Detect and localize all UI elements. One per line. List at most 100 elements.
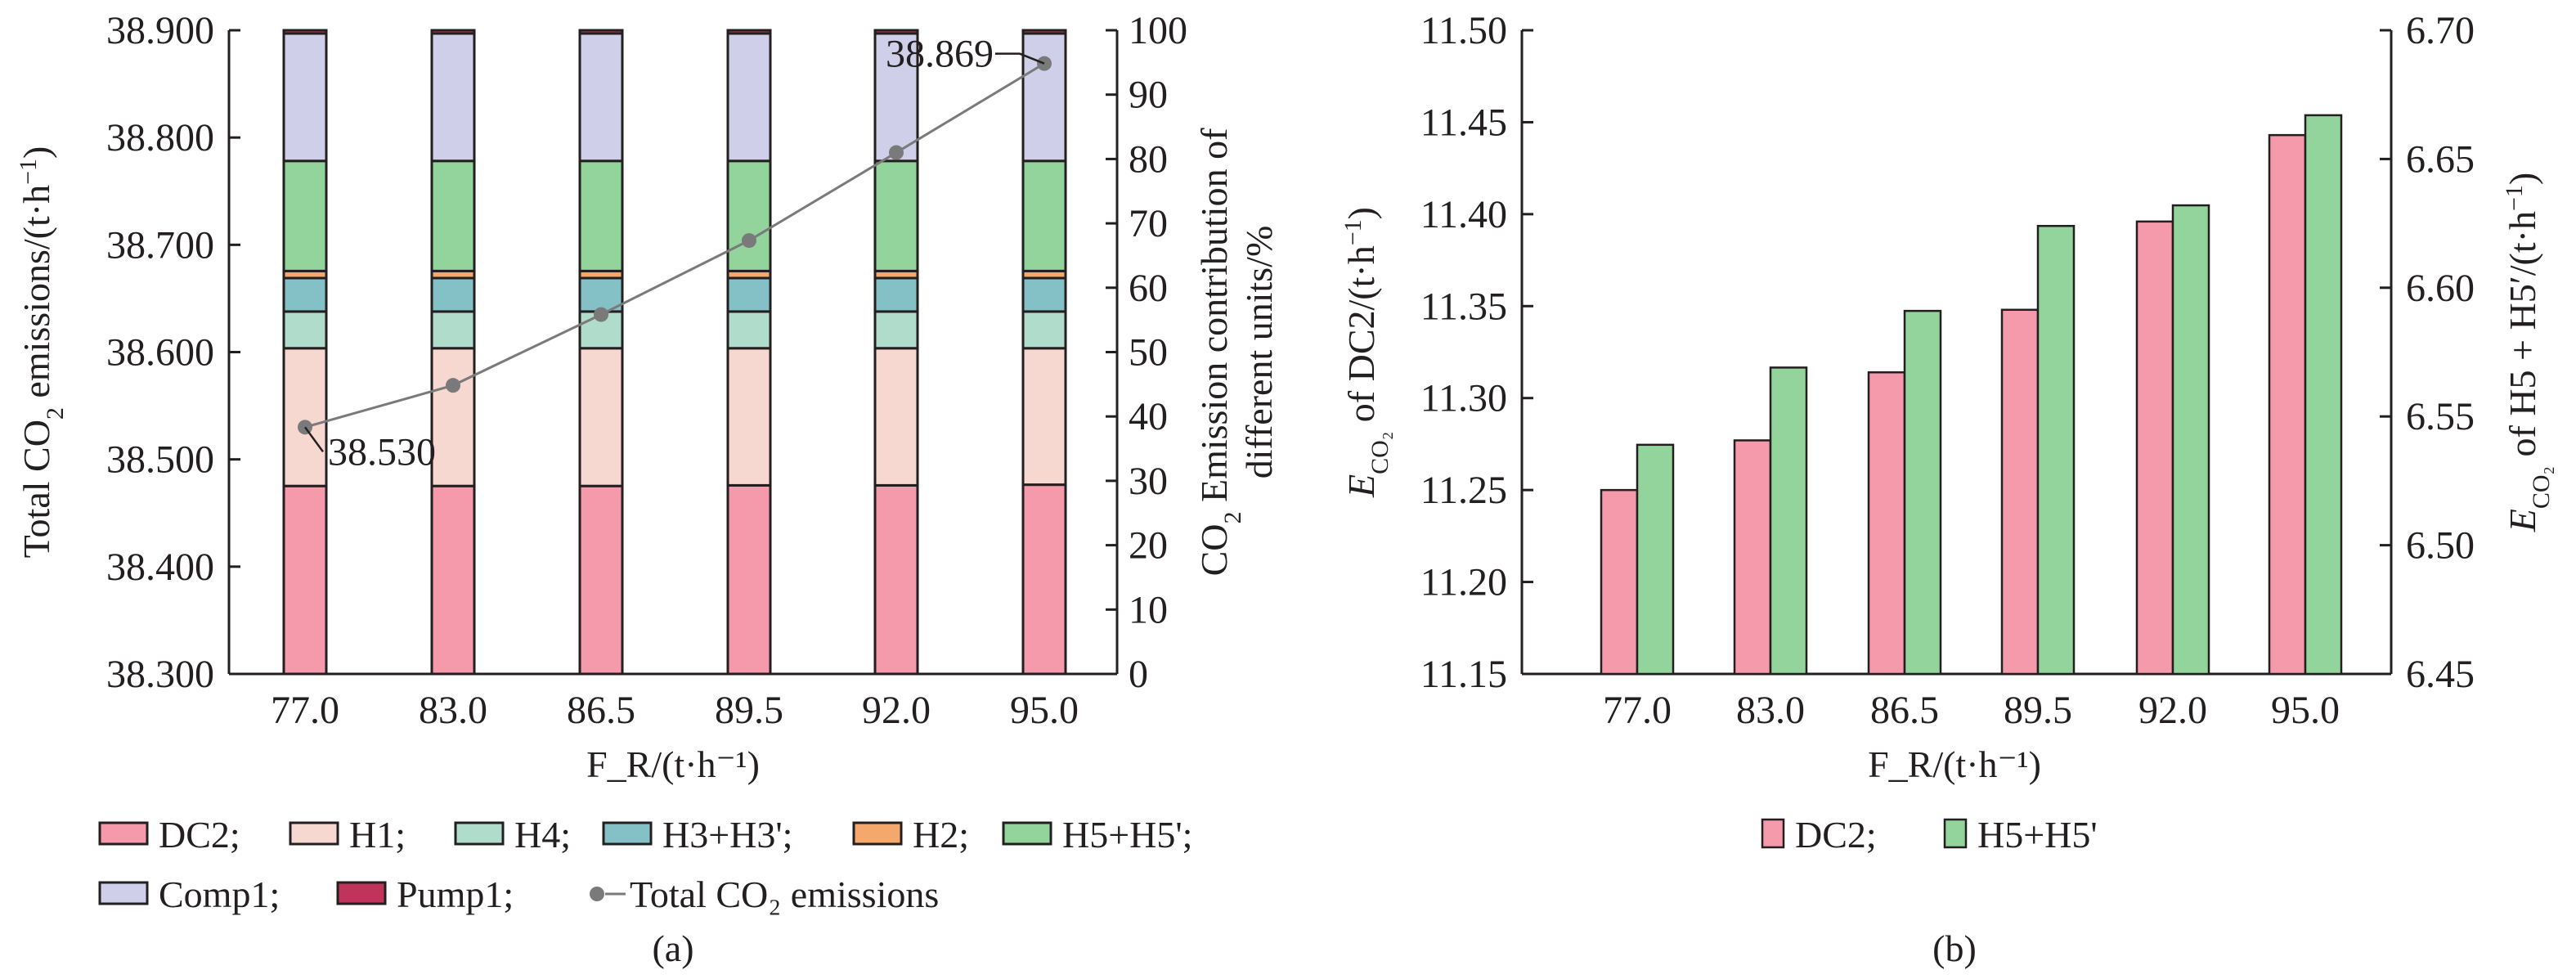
legend-swatch — [98, 821, 149, 846]
bar-segment-h3h3 — [1021, 276, 1067, 313]
right-tick-label: 90 — [1129, 74, 1168, 117]
bar-segment-h4 — [873, 310, 919, 350]
legend-label: Comp1; — [159, 873, 280, 915]
left-tick-label: 38.900 — [106, 9, 214, 52]
bar-segment-dc2 — [282, 484, 328, 676]
right-tick-label: 40 — [1129, 395, 1168, 438]
bar-segment-h1 — [726, 347, 772, 487]
bar-segment-h5h5 — [430, 159, 476, 272]
panel-label-b: (b) — [1932, 927, 1977, 969]
x-tick-label: 83.0 — [1736, 689, 1805, 732]
legend-swatch — [454, 821, 505, 846]
legend-label: H5+H5'; — [1062, 814, 1192, 856]
legend-label-total: Total CO₂ emissions — [630, 873, 939, 915]
bar-segment-h4 — [282, 310, 328, 350]
bar-dc2 — [2000, 308, 2040, 676]
legend-swatch — [336, 881, 387, 905]
legend-label: H1; — [349, 814, 406, 856]
left-tick-label: 11.50 — [1420, 9, 1507, 52]
legend-swatch — [289, 821, 339, 846]
legend-label: H4; — [514, 814, 571, 856]
right-tick-label: 6.55 — [2406, 395, 2475, 438]
left-y-axis-title: Total CO2 emissions/(t·h−1) — [15, 146, 69, 559]
right-tick-label: 6.60 — [2406, 267, 2475, 310]
x-tick-label: 77.0 — [1603, 689, 1672, 732]
bar-segment-dc2 — [430, 484, 476, 676]
right-tick-label: 20 — [1129, 524, 1168, 568]
right-tick-label: 6.65 — [2406, 137, 2475, 181]
bar-segment-dc2 — [873, 483, 919, 676]
bar-segment-h5h5 — [726, 159, 772, 272]
bar-h5-h5prime — [2171, 204, 2210, 676]
bar-segment-h4 — [430, 310, 476, 350]
total-emissions-line — [304, 62, 1045, 429]
right-tick-label: 0 — [1129, 653, 1148, 696]
bar-dc2 — [1867, 370, 1906, 676]
panel-label-a: (a) — [652, 927, 693, 969]
bar-dc2 — [1600, 488, 1639, 676]
bar-h5-h5prime — [1903, 309, 1942, 676]
bar-segment-pump1 — [1021, 29, 1067, 35]
right-tick-label: 10 — [1129, 588, 1168, 631]
bar-segment-h4 — [1021, 310, 1067, 350]
total-emissions-point — [594, 307, 608, 322]
bar-segment-dc2 — [726, 483, 772, 676]
right-tick-label: 50 — [1129, 331, 1168, 375]
right-tick-label: 70 — [1129, 202, 1168, 245]
bar-dc2 — [2135, 220, 2174, 676]
bar-segment-pump1 — [430, 29, 476, 35]
panel-b-chart: 11.15 11.20 11.25 11.30 11.35 11.40 11.45 11.50… — [1340, 9, 2555, 969]
bar-segment-pump1 — [726, 29, 772, 35]
bar-segment-h3h3 — [282, 276, 328, 313]
bar-segment-dc2 — [578, 484, 624, 676]
legend-label: H5+H5' — [1977, 814, 2098, 856]
x-tick-label: 95.0 — [1010, 689, 1079, 732]
bar-segment-h1 — [430, 347, 476, 487]
left-tick-label: 38.700 — [106, 223, 214, 267]
annotation-leader — [995, 52, 1045, 65]
left-tick-label: 38.800 — [106, 116, 214, 159]
left-tick-label: 11.25 — [1420, 469, 1507, 512]
left-tick-label: 11.35 — [1420, 285, 1507, 328]
x-axis-title: F_R/(t·h⁻¹) — [586, 743, 760, 785]
x-tick-label: 89.5 — [2004, 689, 2072, 732]
x-tick-label: 92.0 — [2138, 689, 2207, 732]
bar-segment-dc2 — [1021, 483, 1067, 676]
total-emissions-point — [889, 145, 904, 160]
bar-segment-pump1 — [578, 29, 624, 35]
bar-segment-h5h5 — [578, 159, 624, 272]
legend-swatch — [1002, 821, 1052, 846]
right-tick-label: 6.50 — [2406, 524, 2475, 568]
bar-segment-h5h5 — [873, 159, 919, 272]
legend-swatch — [1761, 818, 1785, 849]
left-tick-label: 11.40 — [1420, 193, 1507, 236]
x-tick-label: 89.5 — [715, 689, 783, 732]
left-y-axis-title: ECO₂ of DC2/(t·h−1) — [1340, 207, 1393, 498]
annotation-last: 38.869 — [886, 33, 994, 76]
annotation-first: 38.530 — [328, 430, 436, 474]
right-y-axis-title: CO2 Emission contribution of — [1193, 128, 1246, 577]
total-emissions-point — [742, 233, 756, 249]
legend-label: DC2; — [159, 814, 240, 856]
left-tick-label: 38.600 — [106, 331, 214, 375]
bar-segment-h5h5 — [282, 159, 328, 272]
left-tick-label: 11.20 — [1420, 561, 1507, 604]
left-tick-label: 11.45 — [1420, 101, 1507, 144]
bar-segment-comp1 — [430, 32, 476, 163]
right-tick-label: 6.70 — [2406, 9, 2475, 52]
right-tick-label: 60 — [1129, 267, 1168, 310]
legend-label: H2; — [913, 814, 969, 856]
bar-segment-pump1 — [873, 29, 919, 35]
right-tick-label: 6.45 — [2406, 653, 2475, 696]
bar-segment-pump1 — [282, 29, 328, 35]
legend-swatch — [852, 821, 903, 846]
bar-h5-h5prime — [1769, 366, 1808, 676]
legend-line-marker — [590, 887, 604, 901]
x-tick-label: 95.0 — [2271, 689, 2340, 732]
left-tick-label: 11.15 — [1420, 653, 1507, 696]
x-tick-label: 83.0 — [419, 689, 487, 732]
bar-segment-comp1 — [726, 32, 772, 163]
bar-dc2 — [1733, 439, 1772, 676]
x-axis-title: F_R/(t·h⁻¹) — [1868, 743, 2041, 785]
